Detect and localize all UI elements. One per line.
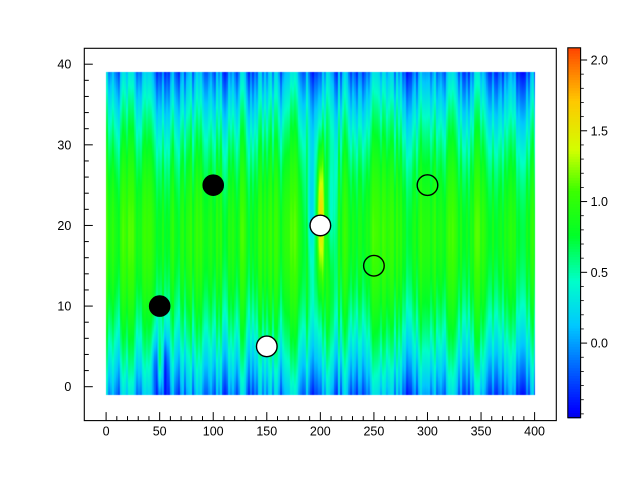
svg-text:50: 50 xyxy=(153,425,167,439)
svg-text:250: 250 xyxy=(363,425,384,439)
svg-text:20: 20 xyxy=(57,219,71,233)
svg-text:1.0: 1.0 xyxy=(591,195,608,209)
svg-text:200: 200 xyxy=(310,425,331,439)
svg-text:350: 350 xyxy=(471,425,492,439)
svg-text:300: 300 xyxy=(417,425,438,439)
svg-text:100: 100 xyxy=(203,425,224,439)
svg-text:150: 150 xyxy=(256,425,277,439)
svg-text:0.5: 0.5 xyxy=(591,266,608,280)
svg-text:2.0: 2.0 xyxy=(591,54,608,68)
svg-text:40: 40 xyxy=(57,58,71,72)
svg-text:0.0: 0.0 xyxy=(591,337,608,351)
svg-text:10: 10 xyxy=(57,300,71,314)
svg-text:30: 30 xyxy=(57,138,71,152)
svg-text:400: 400 xyxy=(524,425,545,439)
svg-text:0: 0 xyxy=(103,425,110,439)
svg-text:0: 0 xyxy=(64,380,71,394)
svg-text:1.5: 1.5 xyxy=(591,124,608,138)
